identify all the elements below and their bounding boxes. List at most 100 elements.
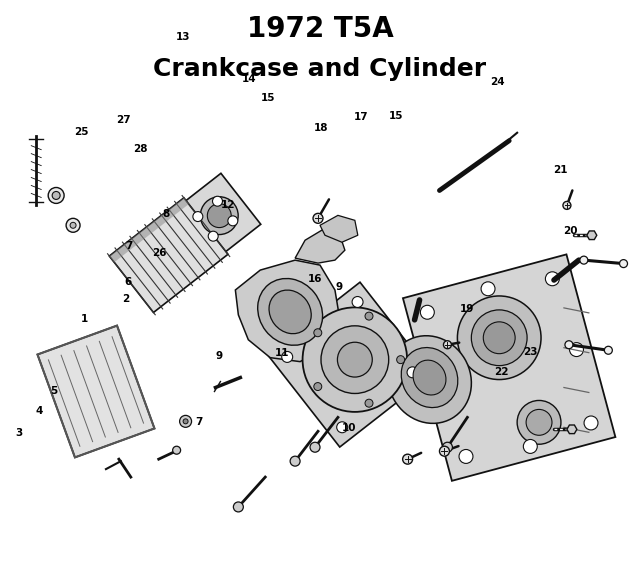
Circle shape — [407, 367, 418, 378]
Polygon shape — [109, 198, 189, 262]
Ellipse shape — [401, 347, 458, 408]
Text: 7: 7 — [125, 242, 132, 251]
Polygon shape — [587, 231, 596, 240]
Polygon shape — [295, 228, 345, 263]
Circle shape — [310, 442, 320, 452]
Polygon shape — [320, 216, 358, 242]
Circle shape — [442, 442, 452, 452]
Circle shape — [403, 454, 413, 464]
Ellipse shape — [269, 290, 311, 334]
Circle shape — [604, 346, 612, 354]
Text: 2: 2 — [122, 294, 129, 304]
Text: 22: 22 — [494, 367, 509, 377]
Text: 26: 26 — [152, 248, 166, 258]
Circle shape — [314, 329, 322, 337]
Polygon shape — [109, 198, 228, 312]
Circle shape — [52, 191, 60, 200]
Text: 9: 9 — [216, 351, 223, 361]
Circle shape — [580, 256, 588, 264]
Text: 14: 14 — [241, 74, 256, 83]
Circle shape — [459, 450, 473, 463]
Text: 17: 17 — [354, 112, 369, 122]
Text: 6: 6 — [124, 277, 131, 287]
Circle shape — [282, 351, 292, 362]
Polygon shape — [403, 254, 616, 481]
Text: 3: 3 — [15, 428, 23, 438]
Circle shape — [526, 409, 552, 435]
Circle shape — [563, 201, 571, 209]
Text: 15: 15 — [260, 93, 275, 102]
Circle shape — [290, 456, 300, 466]
Text: 18: 18 — [314, 124, 328, 133]
Polygon shape — [38, 325, 154, 457]
Circle shape — [440, 446, 449, 456]
Circle shape — [570, 343, 584, 356]
Circle shape — [584, 416, 598, 430]
Text: 10: 10 — [341, 423, 356, 433]
Circle shape — [212, 196, 223, 206]
Circle shape — [48, 187, 64, 204]
Ellipse shape — [200, 197, 238, 235]
Text: 5: 5 — [50, 385, 57, 396]
Text: 27: 27 — [116, 116, 131, 125]
Circle shape — [193, 212, 203, 221]
Polygon shape — [236, 260, 340, 362]
Text: 7: 7 — [195, 417, 203, 427]
Text: 4: 4 — [36, 405, 44, 416]
Circle shape — [471, 310, 527, 366]
Circle shape — [70, 223, 76, 228]
Ellipse shape — [258, 278, 323, 345]
Circle shape — [180, 415, 191, 427]
Circle shape — [352, 297, 363, 308]
Polygon shape — [170, 173, 260, 264]
Circle shape — [435, 379, 449, 393]
Circle shape — [234, 502, 243, 512]
Circle shape — [365, 399, 373, 407]
Text: 1: 1 — [81, 314, 88, 324]
Text: 23: 23 — [523, 347, 538, 356]
Circle shape — [524, 439, 537, 454]
Text: 20: 20 — [563, 227, 578, 236]
Text: 28: 28 — [133, 144, 148, 154]
Text: 19: 19 — [460, 304, 474, 315]
Ellipse shape — [321, 326, 388, 393]
Circle shape — [314, 382, 322, 390]
Text: 8: 8 — [162, 209, 170, 219]
Text: 15: 15 — [389, 111, 404, 121]
Ellipse shape — [413, 360, 446, 395]
Ellipse shape — [388, 336, 472, 423]
Text: 9: 9 — [335, 282, 342, 293]
Circle shape — [545, 272, 559, 286]
Circle shape — [397, 356, 404, 363]
Text: 21: 21 — [554, 165, 568, 175]
Ellipse shape — [303, 308, 407, 412]
Circle shape — [337, 422, 348, 433]
Circle shape — [620, 260, 627, 267]
Circle shape — [173, 446, 180, 454]
Polygon shape — [268, 282, 433, 447]
Text: 11: 11 — [275, 348, 289, 358]
Circle shape — [458, 296, 541, 380]
Text: Crankcase and Cylinder: Crankcase and Cylinder — [154, 57, 486, 81]
Circle shape — [66, 218, 80, 232]
Text: 1972 T5A: 1972 T5A — [246, 16, 394, 43]
Polygon shape — [567, 425, 577, 434]
Circle shape — [313, 213, 323, 223]
Circle shape — [444, 341, 451, 348]
Ellipse shape — [337, 342, 372, 377]
Circle shape — [183, 419, 188, 424]
Text: 24: 24 — [490, 76, 504, 86]
Circle shape — [481, 282, 495, 296]
Text: 25: 25 — [74, 127, 88, 137]
Text: 12: 12 — [220, 200, 235, 209]
Ellipse shape — [207, 204, 231, 228]
Circle shape — [228, 216, 238, 226]
Circle shape — [517, 400, 561, 444]
Circle shape — [208, 231, 218, 241]
Text: 13: 13 — [176, 32, 190, 42]
Circle shape — [420, 305, 435, 319]
Text: 16: 16 — [308, 274, 322, 285]
Circle shape — [365, 312, 373, 320]
Circle shape — [483, 322, 515, 354]
Circle shape — [565, 341, 573, 348]
